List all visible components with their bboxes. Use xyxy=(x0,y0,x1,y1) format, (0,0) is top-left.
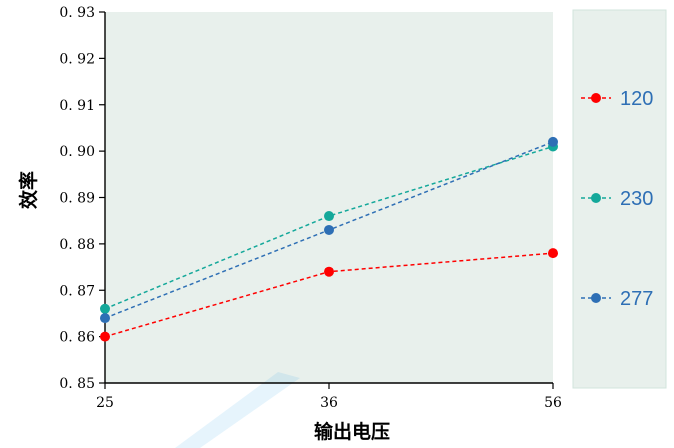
data-point-277 xyxy=(324,224,334,235)
legend-marker-230 xyxy=(591,193,601,203)
x-tick-label: 25 xyxy=(96,395,114,411)
y-axis: 0. 85 0. 86 0. 87 0. 88 0. 89 0. 90 0. 91 0. 92… xyxy=(59,5,106,392)
legend-marker-120 xyxy=(591,93,601,103)
legend-label-277: 277 xyxy=(620,288,653,310)
legend-label-230: 230 xyxy=(620,188,653,210)
y-tick-label: 0. 88 xyxy=(59,237,95,253)
series-layer xyxy=(100,136,558,342)
series-line-230 xyxy=(104,145,554,310)
legend-panel xyxy=(572,9,667,389)
data-point-120 xyxy=(324,266,334,277)
y-axis-title: 效率 xyxy=(17,171,40,209)
data-point-277 xyxy=(548,136,558,147)
y-tick-label: 0. 92 xyxy=(59,51,95,67)
y-tick-label: 0. 91 xyxy=(59,98,95,114)
y-tick-label: 0. 93 xyxy=(59,5,95,21)
y-tick-label: 0. 86 xyxy=(59,330,95,346)
y-tick-label: 0. 85 xyxy=(59,376,95,392)
x-tick-label: 56 xyxy=(544,395,562,411)
x-tick-label: 36 xyxy=(320,395,338,411)
data-point-120 xyxy=(100,331,110,342)
x-axis: 25 36 56 xyxy=(96,382,562,411)
watermark-stroke xyxy=(175,372,300,448)
y-tick-label: 0. 87 xyxy=(59,283,95,299)
y-tick-label: 0. 90 xyxy=(59,144,95,160)
legend: 120 230 277 xyxy=(581,88,653,310)
data-point-120 xyxy=(548,248,558,259)
x-axis-title: 输出电压 xyxy=(314,420,390,443)
legend-label-120: 120 xyxy=(620,88,653,110)
plot-area xyxy=(105,12,553,383)
legend-marker-277 xyxy=(591,293,601,303)
data-point-277 xyxy=(100,313,110,324)
y-tick-label: 0. 89 xyxy=(59,191,95,207)
data-point-230 xyxy=(324,211,334,222)
data-point-230 xyxy=(100,303,110,314)
